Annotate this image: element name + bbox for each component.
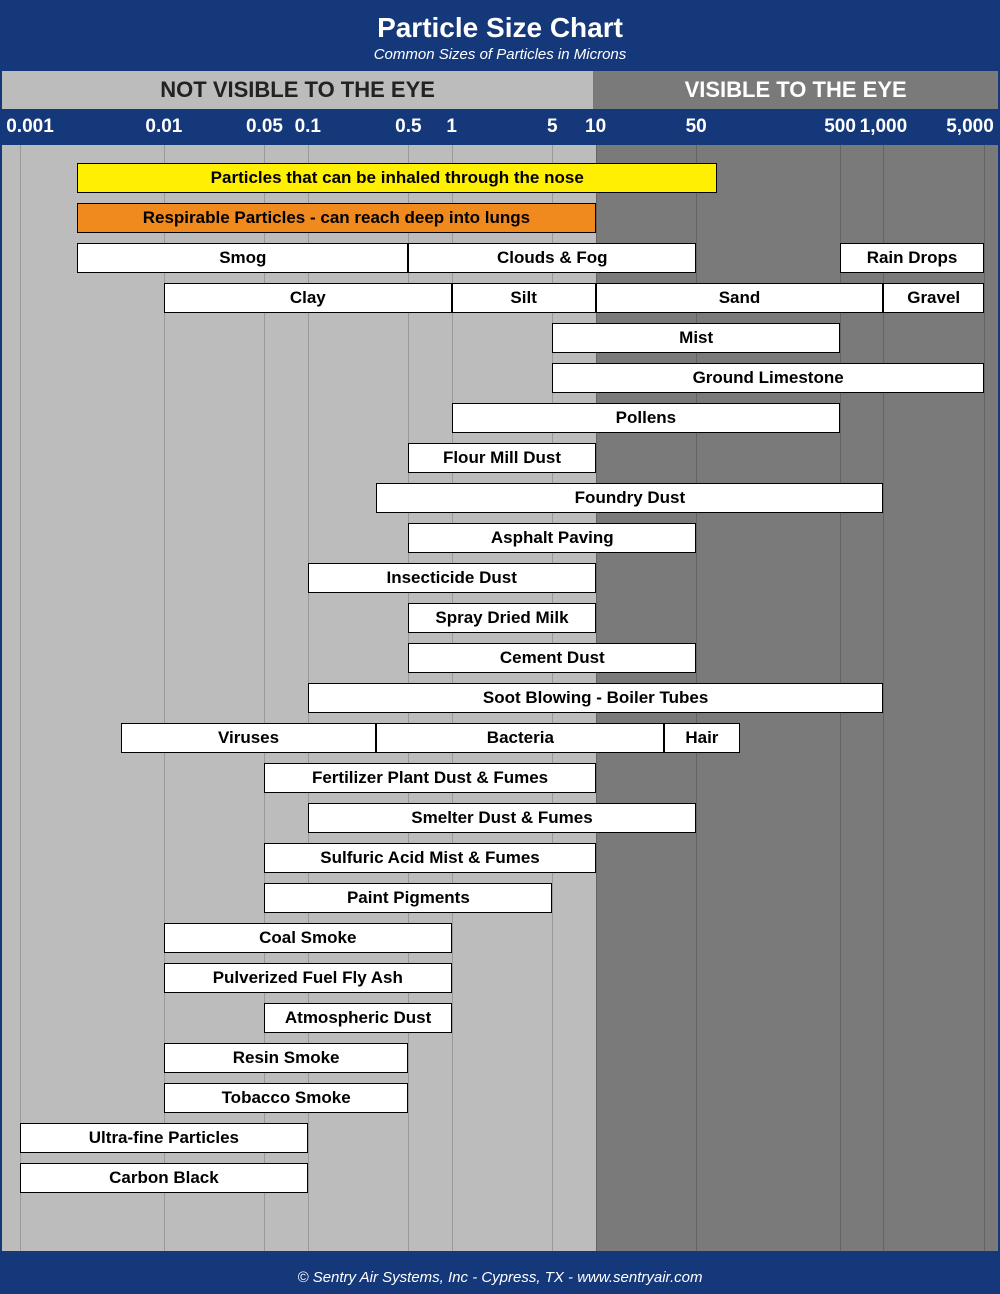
chart-frame: Particle Size Chart Common Sizes of Part…	[0, 0, 1000, 1294]
axis-row: 0.001 0.01 0.05 0.1 0.5 1 5 10 50 5001,000 5,000	[2, 109, 998, 145]
particle-bar: Spray Dried Milk	[408, 603, 595, 633]
particle-bar: Resin Smoke	[164, 1043, 408, 1073]
particle-bar: Coal Smoke	[164, 923, 452, 953]
bar-row: Spray Dried Milk	[2, 603, 998, 633]
bar-row: Particles that can be inhaled through th…	[2, 163, 998, 193]
particle-bar: Clay	[164, 283, 452, 313]
bar-row: VirusesBacteriaHair	[2, 723, 998, 753]
bar-row: Mist	[2, 323, 998, 353]
particle-bar: Tobacco Smoke	[164, 1083, 408, 1113]
bar-row: Sulfuric Acid Mist & Fumes	[2, 843, 998, 873]
bar-row: Tobacco Smoke	[2, 1083, 998, 1113]
axis-tick: 500	[824, 116, 856, 138]
particle-bar: Silt	[452, 283, 596, 313]
particle-bar: Cement Dust	[408, 643, 696, 673]
particle-bar: Rain Drops	[840, 243, 984, 273]
title-block: Particle Size Chart Common Sizes of Part…	[2, 2, 998, 71]
axis-tick: 0.05	[246, 116, 283, 138]
particle-bar: Particles that can be inhaled through th…	[77, 163, 717, 193]
footer: © Sentry Air Systems, Inc - Cypress, TX …	[2, 1262, 998, 1292]
particle-bar: Sulfuric Acid Mist & Fumes	[264, 843, 595, 873]
chart-title: Particle Size Chart	[2, 12, 998, 44]
bar-row: Resin Smoke	[2, 1043, 998, 1073]
visibility-row: NOT VISIBLE TO THE EYE VISIBLE TO THE EY…	[2, 71, 998, 109]
bar-row: Soot Blowing - Boiler Tubes	[2, 683, 998, 713]
bar-row: Ultra-fine Particles	[2, 1123, 998, 1153]
axis-tick: 50	[686, 116, 707, 138]
axis-tick: 1,000	[860, 116, 908, 138]
particle-bar: Clouds & Fog	[408, 243, 696, 273]
axis-tick: 10	[585, 116, 606, 138]
bar-row: Insecticide Dust	[2, 563, 998, 593]
bar-row: Carbon Black	[2, 1163, 998, 1193]
bar-row: Fertilizer Plant Dust & Fumes	[2, 763, 998, 793]
bar-row: Pulverized Fuel Fly Ash	[2, 963, 998, 993]
bar-row: Flour Mill Dust	[2, 443, 998, 473]
particle-bar: Ultra-fine Particles	[20, 1123, 308, 1153]
particle-bar: Foundry Dust	[376, 483, 883, 513]
axis-tick: 0.001	[6, 116, 54, 138]
particle-bar: Viruses	[121, 723, 377, 753]
axis-tick: 0.1	[295, 116, 321, 138]
chart-subtitle: Common Sizes of Particles in Microns	[2, 46, 998, 63]
bar-row: Cement Dust	[2, 643, 998, 673]
particle-bar: Gravel	[883, 283, 984, 313]
bar-row: ClaySiltSandGravel	[2, 283, 998, 313]
axis-tick: 5	[547, 116, 558, 138]
particle-bar: Insecticide Dust	[308, 563, 596, 593]
bar-row: Smelter Dust & Fumes	[2, 803, 998, 833]
particle-bar: Asphalt Paving	[408, 523, 696, 553]
axis-tick: 1	[446, 116, 457, 138]
axis-tick: 0.5	[395, 116, 421, 138]
particle-bar: Fertilizer Plant Dust & Fumes	[264, 763, 595, 793]
particle-bar: Mist	[552, 323, 840, 353]
particle-bar: Atmospheric Dust	[264, 1003, 451, 1033]
bar-row: Foundry Dust	[2, 483, 998, 513]
particle-bar: Paint Pigments	[264, 883, 552, 913]
axis-tick: 5,000	[946, 116, 994, 138]
bar-row: SmogClouds & Fog Rain Drops	[2, 243, 998, 273]
visible-label: VISIBLE TO THE EYE	[593, 71, 998, 109]
particle-bar: Carbon Black	[20, 1163, 308, 1193]
bar-row: Pollens	[2, 403, 998, 433]
bar-row: Paint Pigments	[2, 883, 998, 913]
particle-bar: Respirable Particles - can reach deep in…	[77, 203, 595, 233]
particle-bar: Ground Limestone	[552, 363, 984, 393]
particle-bar: Bacteria	[376, 723, 664, 753]
axis-tick: 0.01	[145, 116, 182, 138]
particle-bar: Pollens	[452, 403, 840, 433]
particle-bar: Flour Mill Dust	[408, 443, 595, 473]
particle-bar: Sand	[596, 283, 884, 313]
particle-bar: Pulverized Fuel Fly Ash	[164, 963, 452, 993]
bar-row: Respirable Particles - can reach deep in…	[2, 203, 998, 233]
bar-row: Asphalt Paving	[2, 523, 998, 553]
particle-bar: Smog	[77, 243, 408, 273]
particle-bar: Smelter Dust & Fumes	[308, 803, 696, 833]
bar-row: Atmospheric Dust	[2, 1003, 998, 1033]
chart-area: Particles that can be inhaled through th…	[2, 145, 998, 1251]
particle-bar: Hair	[664, 723, 739, 753]
bar-row: Ground Limestone	[2, 363, 998, 393]
particle-bar: Soot Blowing - Boiler Tubes	[308, 683, 884, 713]
bar-row: Coal Smoke	[2, 923, 998, 953]
not-visible-label: NOT VISIBLE TO THE EYE	[2, 71, 593, 109]
